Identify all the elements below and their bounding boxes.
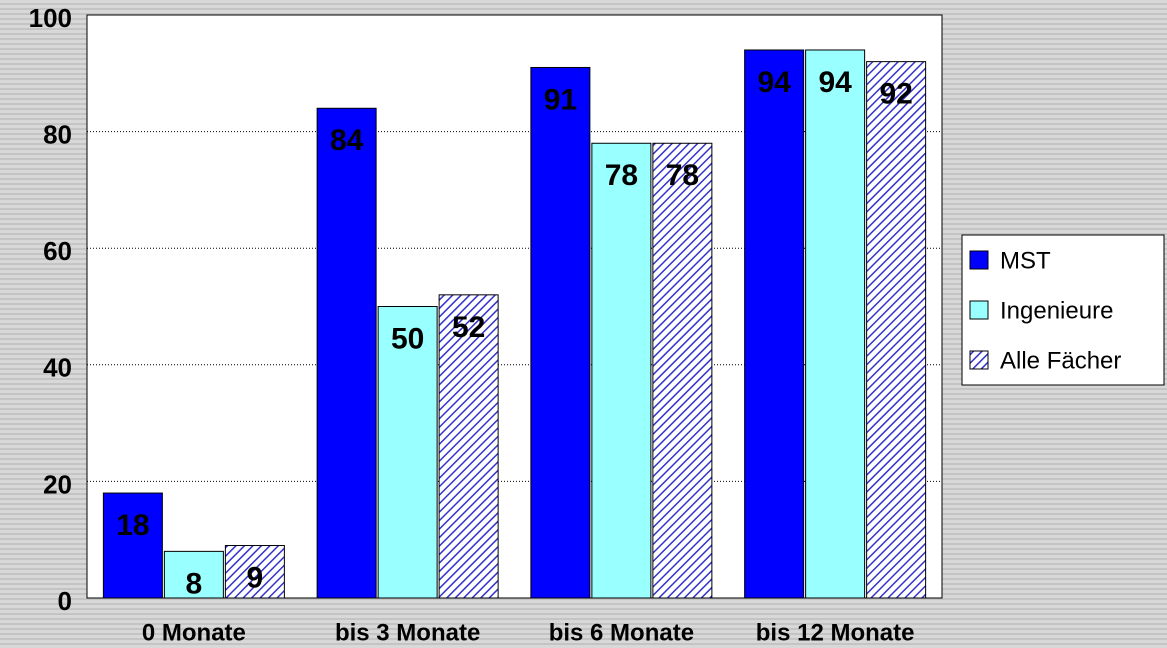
legend-swatch — [969, 350, 989, 370]
y-tick-label: 0 — [58, 586, 72, 616]
x-tick-label: bis 6 Monate — [549, 619, 694, 646]
y-tick-label: 20 — [43, 469, 72, 499]
y-tick-label: 60 — [43, 236, 72, 266]
legend-label: Alle Fächer — [1000, 347, 1121, 374]
bar — [866, 61, 927, 599]
value-label: 91 — [544, 83, 577, 116]
bar — [316, 107, 377, 599]
legend-label: Ingenieure — [1000, 297, 1113, 324]
y-tick-label: 80 — [43, 119, 72, 149]
bar — [805, 49, 866, 599]
y-tick-label: 100 — [29, 3, 72, 33]
bar — [744, 49, 805, 599]
value-label: 18 — [116, 509, 149, 542]
value-label: 52 — [452, 311, 485, 344]
value-label: 9 — [247, 561, 264, 594]
bar — [530, 66, 591, 599]
y-tick-label: 40 — [43, 353, 72, 383]
legend-swatch — [969, 250, 989, 270]
value-label: 8 — [186, 567, 203, 600]
x-tick-label: bis 12 Monate — [756, 619, 915, 646]
bar — [377, 306, 438, 599]
x-tick-label: bis 3 Monate — [335, 619, 480, 646]
value-label: 78 — [666, 159, 699, 192]
bar — [438, 294, 499, 599]
legend-label: MST — [1000, 247, 1051, 274]
value-label: 78 — [605, 159, 638, 192]
bar — [591, 142, 652, 599]
x-tick-label: 0 Monate — [142, 619, 246, 646]
legend-box — [961, 234, 1165, 386]
value-label: 92 — [879, 78, 912, 111]
value-label: 50 — [391, 322, 424, 355]
bar — [652, 142, 713, 599]
value-label: 94 — [818, 66, 852, 99]
bar — [224, 545, 285, 599]
value-label: 84 — [330, 124, 364, 157]
legend-swatch — [969, 300, 989, 320]
bar — [163, 550, 224, 599]
bar — [102, 492, 163, 599]
value-label: 94 — [757, 66, 791, 99]
